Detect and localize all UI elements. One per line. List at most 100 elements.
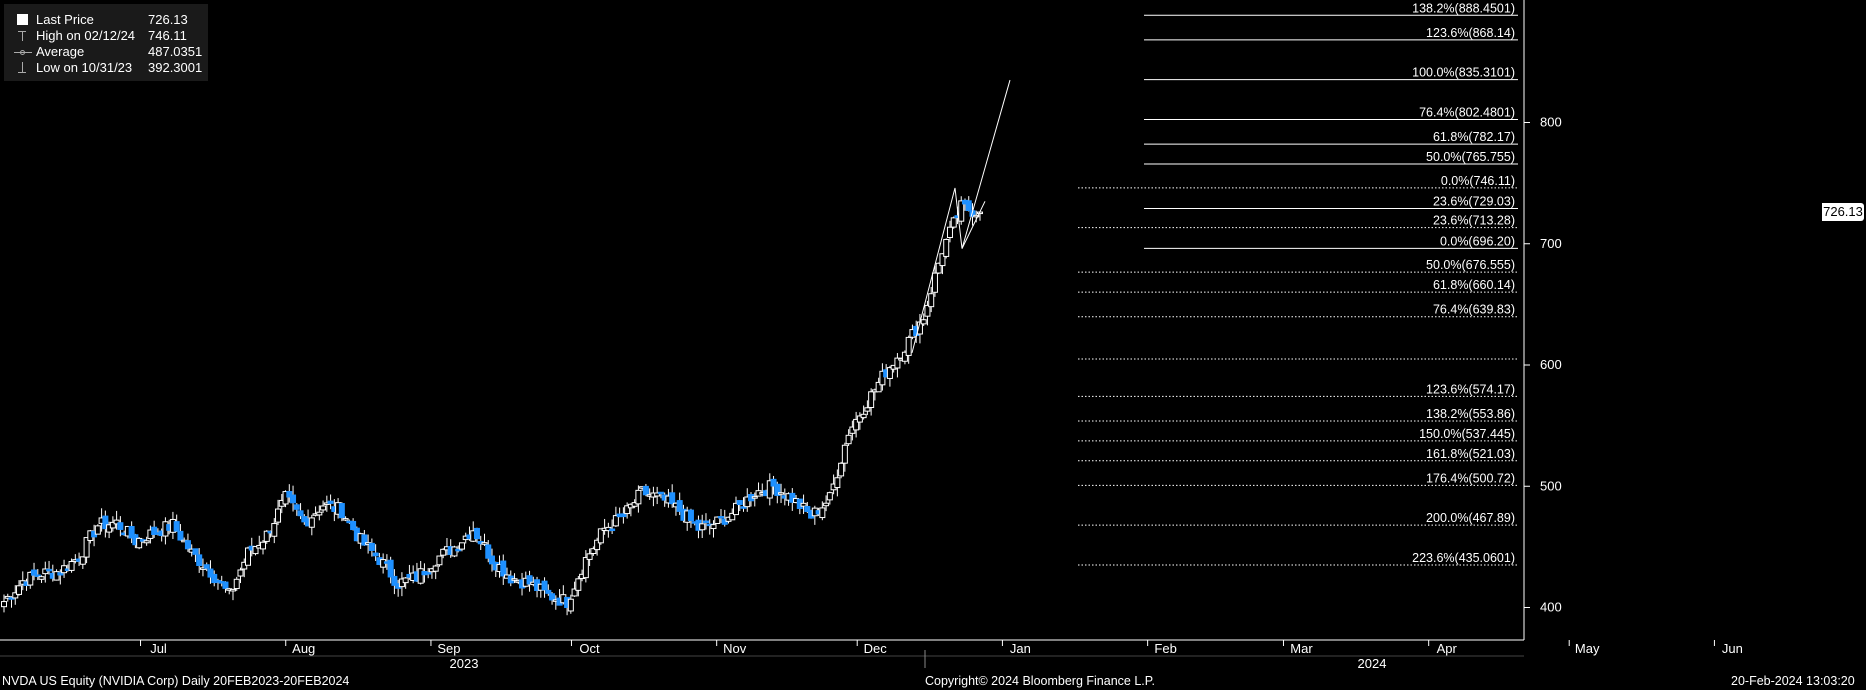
fib-level-label: 150.0%(537.445) <box>1419 427 1515 441</box>
x-tick-label: Aug <box>292 641 315 656</box>
fib-level-label: 50.0%(676.555) <box>1426 258 1515 272</box>
candle-up <box>436 555 443 566</box>
candle-up <box>113 519 120 525</box>
chart-legend: Last Price 726.13 High on 02/12/24 746.1… <box>4 4 208 81</box>
fib-level-label: 176.4%(500.72) <box>1426 471 1515 485</box>
candle-up <box>229 588 236 592</box>
candle-up <box>928 293 935 308</box>
candle-down <box>425 572 432 575</box>
candle-up <box>237 569 244 577</box>
candle-up <box>778 492 785 495</box>
candle-down <box>774 483 781 496</box>
trend-line <box>961 201 986 249</box>
candle-down <box>286 491 293 498</box>
legend-low-value: 392.3001 <box>148 60 203 75</box>
candle-down <box>545 589 552 594</box>
fib-level-label: 0.0%(746.11) <box>1441 174 1515 188</box>
legend-last-price-value: 726.13 <box>148 12 188 27</box>
candle-up <box>260 541 267 550</box>
candle-up <box>511 578 518 581</box>
candle-up <box>282 491 289 505</box>
legend-high-label: High on 02/12/24 <box>36 28 136 43</box>
fib-level-label: 0.0%(696.20) <box>1440 234 1515 248</box>
candle-up <box>886 367 893 379</box>
average-marker-icon <box>12 44 32 60</box>
candle-up <box>94 525 101 535</box>
candle-down <box>8 597 15 600</box>
year-label: 2024 <box>1358 656 1387 671</box>
candle-up <box>800 502 807 507</box>
y-tick-label: 800 <box>1540 115 1562 130</box>
candle-up <box>901 351 908 362</box>
legend-low: Low on 10/31/23 392.3001 <box>4 60 208 76</box>
candle-down <box>804 505 811 512</box>
candle-up <box>943 238 950 257</box>
footer-copyright: Copyright© 2024 Bloomberg Finance L.P. <box>925 674 1155 688</box>
candle-down <box>350 520 357 531</box>
x-tick-label: May <box>1575 641 1600 656</box>
candle-down <box>46 568 53 572</box>
legend-low-label: Low on 10/31/23 <box>36 60 133 75</box>
candle-up <box>631 502 638 507</box>
candle-up <box>233 578 240 590</box>
fib-level-label: 200.0%(467.89) <box>1426 511 1515 525</box>
candle-up <box>733 502 739 516</box>
y-tick-label: 500 <box>1540 478 1562 493</box>
fib-level-label: 61.8%(782.17) <box>1433 130 1515 144</box>
candle-up <box>714 516 721 524</box>
candle-up <box>751 496 758 499</box>
candle-down <box>740 506 747 509</box>
candle-up <box>275 508 282 523</box>
candle-up <box>136 537 143 549</box>
fib-level-label: 23.6%(713.28) <box>1433 214 1515 228</box>
chart-axes: 400 500 600 700 800 Jul Aug Sep Oct Nov Dec Jan Feb M… <box>0 0 1743 671</box>
x-tick-label: Jun <box>1722 641 1743 656</box>
candle-up <box>458 542 465 550</box>
candle-up <box>635 489 642 505</box>
candle-down <box>203 564 210 569</box>
fib-level-label: 123.6%(868.14) <box>1426 26 1515 40</box>
fib-level-label: 161.8%(521.03) <box>1426 447 1515 461</box>
candle-down <box>676 500 683 512</box>
candle-up <box>440 548 447 556</box>
fibonacci-projection-line <box>911 79 1011 354</box>
legend-last-price-label: Last Price <box>36 12 94 27</box>
footer-security-info: NVDA US Equity (NVIDIA Corp) Daily 20FEB… <box>2 674 350 688</box>
y-tick-label: 400 <box>1540 600 1562 615</box>
candle-up <box>481 542 488 545</box>
candle-down <box>489 555 495 565</box>
candle-down <box>31 569 38 576</box>
candle-up <box>79 556 86 565</box>
candle-up <box>894 357 901 369</box>
legend-average-value: 487.0351 <box>148 44 203 59</box>
candle-down <box>128 525 135 539</box>
candle-down <box>338 503 345 519</box>
candle-down <box>736 500 743 506</box>
candle-down <box>717 515 724 519</box>
candle-down <box>526 575 533 585</box>
candle-up <box>856 415 863 423</box>
candle-up <box>766 480 773 499</box>
candle-up <box>920 319 927 325</box>
candle-down <box>297 510 304 517</box>
candle-down <box>34 574 41 577</box>
candle-up <box>939 253 946 267</box>
candle-up <box>417 568 424 584</box>
x-tick-label: Jan <box>1010 641 1031 656</box>
candle-up <box>252 546 259 555</box>
candle-up <box>320 505 327 511</box>
candle-down <box>669 492 676 505</box>
candle-down <box>770 478 777 487</box>
candle-up <box>946 226 953 239</box>
candle-up <box>245 547 251 566</box>
candle-up <box>973 214 980 218</box>
candle-down <box>196 554 203 567</box>
last-price-tag: 726.13 <box>1822 203 1864 221</box>
candle-down <box>541 580 548 591</box>
candle-up <box>53 571 60 581</box>
candle-down <box>207 568 214 578</box>
y-tick-label: 600 <box>1540 357 1562 372</box>
candle-up <box>586 553 593 560</box>
candle-up <box>845 434 852 445</box>
fib-level-label: 23.6%(729.03) <box>1433 195 1515 209</box>
